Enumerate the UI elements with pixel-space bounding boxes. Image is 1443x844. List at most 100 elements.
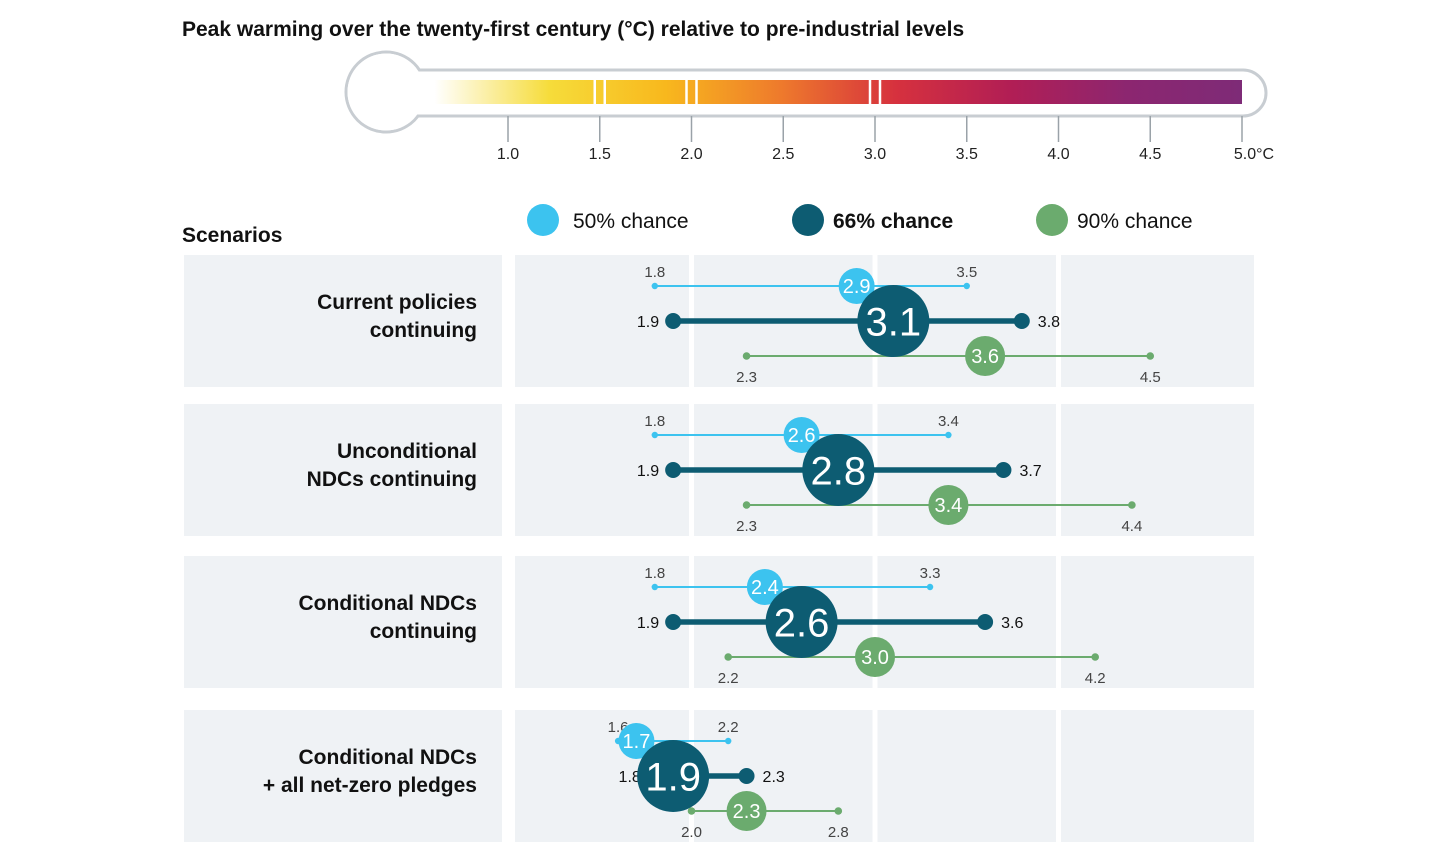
range-high-dot-p66 bbox=[995, 462, 1012, 478]
range-low-label-p90: 2.2 bbox=[718, 670, 739, 687]
central-value-p66: 2.6 bbox=[774, 601, 830, 645]
tick-label: 3.5 bbox=[956, 146, 978, 163]
range-high-label-p66: 3.8 bbox=[1038, 314, 1060, 331]
central-bubble-p50 bbox=[618, 723, 655, 759]
range-high-dot-p90 bbox=[834, 807, 843, 815]
scenario-rows: Current policies continuing 1.8 3.5 1.9 3.8 2.… bbox=[184, 255, 1254, 842]
central-bubble-p66 bbox=[637, 740, 710, 812]
legend-label-p90: 90% chance bbox=[1077, 210, 1193, 233]
scenario-name: + all net-zero pledges bbox=[263, 774, 477, 797]
central-bubble-p90 bbox=[965, 336, 1006, 376]
central-value-p50: 1.7 bbox=[623, 731, 651, 753]
range-low-dot-p66 bbox=[665, 614, 682, 630]
range-low-dot-p90 bbox=[742, 352, 751, 360]
row-label-panel bbox=[184, 710, 502, 842]
range-high-label-p50: 3.4 bbox=[938, 413, 959, 430]
central-value-p66: 2.8 bbox=[810, 449, 866, 493]
range-low-label-p66: 1.9 bbox=[637, 314, 659, 331]
range-high-dot-p66 bbox=[738, 768, 755, 784]
range-high-label-p66: 2.3 bbox=[763, 769, 785, 786]
row-label-panel bbox=[184, 556, 502, 688]
range-high-label-p50: 2.2 bbox=[718, 719, 739, 736]
tick-label: 2.5 bbox=[772, 146, 794, 163]
central-bubble-p50 bbox=[838, 268, 875, 304]
central-bubble-p90 bbox=[855, 637, 895, 677]
scenario-name: continuing bbox=[370, 620, 477, 643]
range-high-label-p66: 3.6 bbox=[1001, 615, 1023, 632]
central-bubble-p66 bbox=[802, 434, 875, 506]
range-high-label-p90: 2.8 bbox=[828, 824, 849, 841]
central-value-p50: 2.6 bbox=[788, 425, 816, 447]
legend-dot-p50 bbox=[527, 204, 559, 236]
range-low-label-p90: 2.0 bbox=[681, 824, 702, 841]
range-low-label-p90: 2.3 bbox=[736, 518, 757, 535]
tick-label: 4.0 bbox=[1047, 146, 1069, 163]
range-high-dot-p90 bbox=[1091, 653, 1099, 661]
central-value-p50: 2.4 bbox=[751, 577, 779, 599]
tick-label: 1.0 bbox=[497, 146, 519, 163]
legend: 50% chance 66% chance 90% chance bbox=[527, 204, 1193, 236]
thermometer-scale: 1.0 1.5 2.0 2.5 3.0 3.5 4.0 4.5 5.0°C bbox=[344, 50, 1274, 163]
range-low-dot-p90 bbox=[742, 501, 751, 509]
tick-label: 3.0 bbox=[864, 146, 886, 163]
range-low-dot-p90 bbox=[724, 653, 732, 661]
central-bubble-p50 bbox=[746, 569, 783, 605]
range-high-label-p90: 4.5 bbox=[1140, 369, 1161, 386]
row-label-panel bbox=[184, 404, 502, 536]
range-high-label-p50: 3.5 bbox=[956, 264, 977, 281]
scenario-row: Unconditional NDCs continuing 1.8 3.4 1.9 3.7… bbox=[184, 404, 1254, 536]
central-value-p90: 3.0 bbox=[861, 647, 889, 669]
thermometer-bulb-fill bbox=[347, 53, 425, 131]
range-high-dot-p90 bbox=[1146, 352, 1155, 360]
range-low-dot-p50 bbox=[651, 583, 658, 591]
range-high-dot-p50 bbox=[945, 431, 952, 439]
range-high-label-p90: 4.2 bbox=[1085, 670, 1106, 687]
central-bubble-p66 bbox=[857, 285, 930, 357]
central-bubble-p50 bbox=[783, 417, 820, 453]
tick-label: 1.5 bbox=[589, 146, 611, 163]
scenario-name: Conditional NDCs bbox=[299, 746, 478, 769]
range-high-dot-p66 bbox=[1013, 313, 1030, 329]
central-bubble-p90 bbox=[928, 485, 969, 525]
range-high-dot-p90 bbox=[1128, 501, 1136, 509]
range-low-dot-p50 bbox=[651, 431, 658, 439]
scenario-row: Current policies continuing 1.8 3.5 1.9 3.8 2.… bbox=[184, 255, 1254, 387]
range-low-dot-p50 bbox=[651, 282, 658, 290]
thermometer-gradient bbox=[434, 80, 1243, 104]
range-high-dot-p50 bbox=[926, 583, 934, 591]
central-value-p90: 3.4 bbox=[934, 495, 962, 517]
scenario-name: Unconditional bbox=[337, 440, 477, 463]
legend-label-p66: 66% chance bbox=[833, 210, 953, 233]
tick-label: 2.0 bbox=[680, 146, 702, 163]
legend-dot-p90 bbox=[1036, 204, 1068, 236]
range-high-label-p66: 3.7 bbox=[1019, 463, 1041, 480]
range-low-dot-p66 bbox=[665, 462, 682, 478]
range-low-label-p66: 1.9 bbox=[637, 615, 659, 632]
central-value-p50: 2.9 bbox=[843, 276, 871, 298]
range-low-dot-p66 bbox=[665, 313, 682, 329]
range-high-dot-p50 bbox=[725, 737, 732, 745]
range-high-label-p50: 3.3 bbox=[920, 565, 941, 582]
chart-title: Peak warming over the twenty-first centu… bbox=[182, 18, 964, 41]
central-value-p66: 3.1 bbox=[866, 300, 922, 344]
row-label-panel bbox=[184, 255, 502, 387]
range-high-dot-p66 bbox=[977, 614, 994, 630]
scenario-name: continuing bbox=[370, 319, 477, 342]
range-low-label-p50: 1.8 bbox=[644, 413, 665, 430]
scenario-row: Conditional NDCs continuing 1.8 3.3 1.9 3.6 2.… bbox=[184, 556, 1254, 688]
scenario-name: Conditional NDCs bbox=[299, 592, 478, 615]
central-bubble-p66 bbox=[765, 586, 838, 658]
range-high-label-p90: 4.4 bbox=[1121, 518, 1142, 535]
tick-label: 4.5 bbox=[1139, 146, 1161, 163]
central-value-p90: 3.6 bbox=[971, 346, 999, 368]
scenarios-heading: Scenarios bbox=[182, 224, 282, 247]
central-bubble-p90 bbox=[726, 791, 767, 831]
scenario-row: Conditional NDCs + all net-zero pledges 1.… bbox=[184, 710, 1254, 842]
legend-dot-p66 bbox=[792, 204, 824, 236]
range-high-dot-p50 bbox=[963, 282, 970, 290]
range-low-label-p90: 2.3 bbox=[736, 369, 757, 386]
central-value-p66: 1.9 bbox=[645, 755, 701, 799]
range-low-label-p50: 1.8 bbox=[644, 264, 665, 281]
range-low-label-p66: 1.8 bbox=[619, 769, 641, 786]
